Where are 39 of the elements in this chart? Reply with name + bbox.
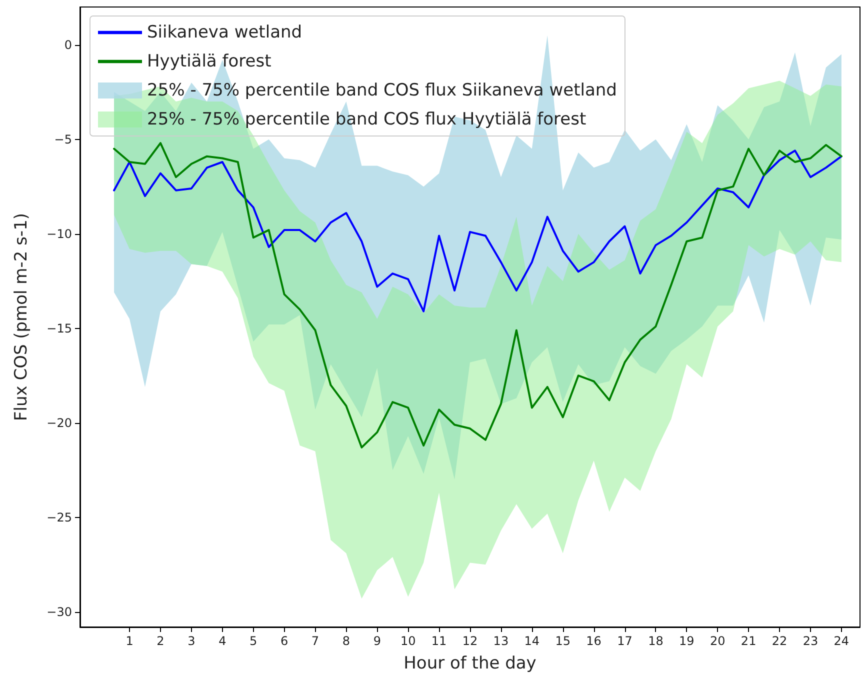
x-tick-label: 11 bbox=[431, 634, 447, 648]
x-tick-label: 14 bbox=[524, 634, 540, 648]
x-tick-label: 21 bbox=[740, 634, 756, 648]
x-tick-label: 4 bbox=[218, 634, 226, 648]
line-series bbox=[113, 142, 842, 448]
x-axis-title: Hour of the day bbox=[404, 654, 536, 674]
x-tick-label: 19 bbox=[679, 634, 694, 648]
x-tick-label: 23 bbox=[802, 634, 818, 648]
y-tick-label: −30 bbox=[46, 604, 72, 619]
x-tick-label: 13 bbox=[493, 634, 509, 648]
x-tick-label: 12 bbox=[462, 634, 478, 648]
x-tick-label: 17 bbox=[617, 634, 632, 648]
x-tick-label: 3 bbox=[188, 634, 196, 648]
y-tick-label: −25 bbox=[46, 510, 72, 524]
x-tick-label: 20 bbox=[710, 634, 726, 648]
legend-label: Hyytiälä forest bbox=[147, 52, 272, 72]
x-tick-label: 5 bbox=[250, 634, 258, 648]
annotation: 25% - 75% percentile band COS flux Siikaneva wetland bbox=[147, 80, 617, 100]
x-tick-label: 18 bbox=[648, 634, 664, 648]
x-tick-label: 16 bbox=[586, 634, 602, 648]
y-tick-label: −15 bbox=[46, 321, 72, 336]
x-tick-label: 6 bbox=[280, 634, 288, 648]
legend-label: Siikaneva wetland bbox=[147, 22, 302, 42]
x-tick-label: 15 bbox=[555, 634, 570, 648]
x-tick-label: 1 bbox=[126, 634, 134, 648]
x-tick-label: 10 bbox=[400, 634, 416, 648]
x-tick-label: 22 bbox=[772, 634, 788, 648]
y-tick-label: 0 bbox=[64, 38, 72, 52]
x-tick-label: 7 bbox=[311, 634, 320, 648]
y-axis-title: Flux COS (pmol m-2 s-1) bbox=[12, 212, 32, 422]
x-tick-label: 8 bbox=[342, 634, 350, 648]
y-tick-label: −5 bbox=[54, 132, 72, 146]
x-tick-label: 9 bbox=[373, 634, 381, 648]
annotation: 25% - 75% percentile band COS flux Hyytiälä forest bbox=[147, 110, 586, 130]
x-tick-label: 2 bbox=[156, 634, 164, 648]
y-tick-label: −20 bbox=[46, 416, 72, 430]
x-tick-label: 24 bbox=[834, 634, 850, 648]
line-series bbox=[113, 150, 842, 312]
y-tick-label: −10 bbox=[46, 226, 72, 241]
